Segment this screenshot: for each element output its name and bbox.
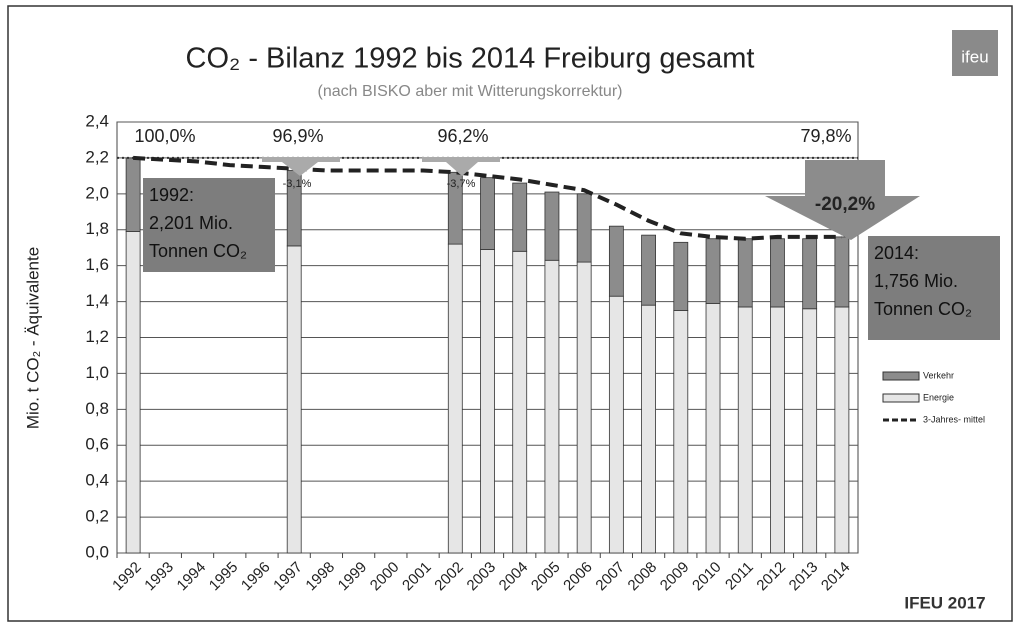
bar-segment	[576, 193, 592, 263]
bar-segment	[544, 191, 560, 261]
bar-segment	[480, 249, 495, 554]
bar-segment	[673, 310, 689, 554]
legend-swatch	[882, 371, 920, 381]
bar-segment	[125, 157, 141, 232]
bar-segment	[673, 241, 689, 311]
bar-segment	[480, 177, 495, 250]
bar-segment	[737, 238, 753, 308]
x-tick-label: 1997	[270, 559, 306, 595]
bar-segment	[705, 302, 721, 554]
x-tick-label: 2014	[818, 559, 854, 595]
info-box-text: 1,756 Mio.	[874, 271, 958, 291]
bar-segment	[770, 306, 785, 554]
logo: ifeu	[961, 47, 988, 66]
arrow	[765, 160, 920, 240]
x-tick-label: 2004	[496, 559, 532, 595]
bar-segment	[770, 238, 785, 308]
bar-segment	[802, 238, 818, 310]
x-tick-label: 2003	[464, 559, 500, 595]
x-tick-label: 1996	[238, 559, 274, 595]
y-tick-label: 0,4	[85, 471, 109, 490]
x-tick-label: 2002	[431, 559, 467, 595]
y-tick-label: 1,6	[85, 255, 109, 274]
y-axis-label: Mio. t CO₂ - Äquivalente	[23, 247, 42, 429]
bar-segment	[705, 238, 721, 304]
y-tick-label: 2,0	[85, 183, 109, 202]
y-tick-label: 1,2	[85, 327, 109, 346]
info-box-text: Tonnen CO₂	[149, 241, 247, 261]
info-box-text: 2014:	[874, 243, 919, 263]
bar-segment	[608, 295, 624, 554]
x-tick-label: 1995	[206, 559, 242, 595]
arrow	[262, 157, 340, 176]
y-tick-label: 2,4	[85, 111, 109, 130]
bar-segment	[512, 250, 528, 554]
frame	[7, 5, 1013, 622]
bar-segment	[576, 261, 592, 554]
bar-segment	[608, 225, 624, 297]
bar-segment	[641, 304, 656, 554]
y-tick-label: 1,4	[85, 291, 109, 310]
info-box-text: 2,201 Mio.	[149, 213, 233, 233]
bar-segment	[834, 306, 850, 554]
info-box-text: 1992:	[149, 185, 194, 205]
x-tick-label: 2007	[592, 559, 628, 595]
y-tick-label: 2,2	[85, 147, 109, 166]
bar-segment	[641, 234, 656, 306]
bar-segment	[125, 231, 141, 554]
x-tick-label: 1994	[174, 559, 210, 595]
info-box	[143, 178, 275, 272]
annotation: -3,7%	[447, 178, 476, 190]
bar-segment	[737, 306, 753, 554]
x-tick-label: 1998	[302, 559, 338, 595]
y-tick-label: 0,0	[85, 542, 109, 561]
annotation: 79,8%	[800, 126, 851, 146]
source: IFEU 2017	[904, 593, 985, 612]
y-tick-label: 1,8	[85, 219, 109, 238]
bar-segment	[544, 259, 560, 554]
y-tick-label: 0,2	[85, 507, 109, 526]
annotation: -20,2%	[815, 194, 875, 215]
x-tick-label: 2006	[560, 559, 596, 595]
chart-title: CO₂ - Bilanz 1992 bis 2014 Freiburg gesa…	[186, 43, 755, 75]
x-tick-label: 2012	[753, 559, 789, 595]
bar-segment	[512, 182, 528, 252]
x-tick-label: 2008	[625, 559, 661, 595]
annotation: 100,0%	[134, 126, 195, 146]
bar-segment	[834, 236, 850, 308]
y-tick-label: 1,0	[85, 363, 109, 382]
legend-label: 3-Jahres- mittel	[923, 414, 985, 424]
annotation: -3,1%	[283, 178, 312, 190]
x-tick-label: 2005	[528, 559, 564, 595]
legend-label: Verkehr	[923, 370, 954, 380]
mean-line	[132, 155, 842, 241]
x-tick-label: 2009	[657, 559, 693, 595]
annotation: 96,9%	[272, 126, 323, 146]
x-tick-label: 2011	[722, 559, 757, 594]
bar-segment	[802, 308, 818, 554]
x-tick-label: 1992	[109, 559, 145, 595]
info-box-text: Tonnen CO₂	[874, 299, 972, 319]
arrow	[422, 157, 500, 176]
logo-box	[952, 30, 998, 76]
x-tick-label: 2010	[689, 559, 725, 595]
legend-swatch	[882, 393, 920, 403]
bar-segment	[447, 171, 463, 245]
y-tick-label: 0,8	[85, 399, 109, 418]
y-tick-label: 0,6	[85, 435, 109, 454]
annotation: 96,2%	[437, 126, 488, 146]
bar-segment	[447, 243, 463, 554]
chart-subtitle: (nach BISKO aber mit Witterungskorrektur…	[318, 83, 623, 100]
x-tick-label: 2013	[786, 559, 822, 595]
legend-label: Energie	[923, 392, 954, 402]
bar-segment	[286, 245, 302, 554]
x-tick-label: 2000	[367, 559, 403, 595]
x-tick-label: 2001	[399, 559, 435, 595]
x-tick-label: 1999	[335, 559, 371, 595]
x-tick-label: 1993	[141, 559, 177, 595]
info-box	[868, 236, 1000, 340]
